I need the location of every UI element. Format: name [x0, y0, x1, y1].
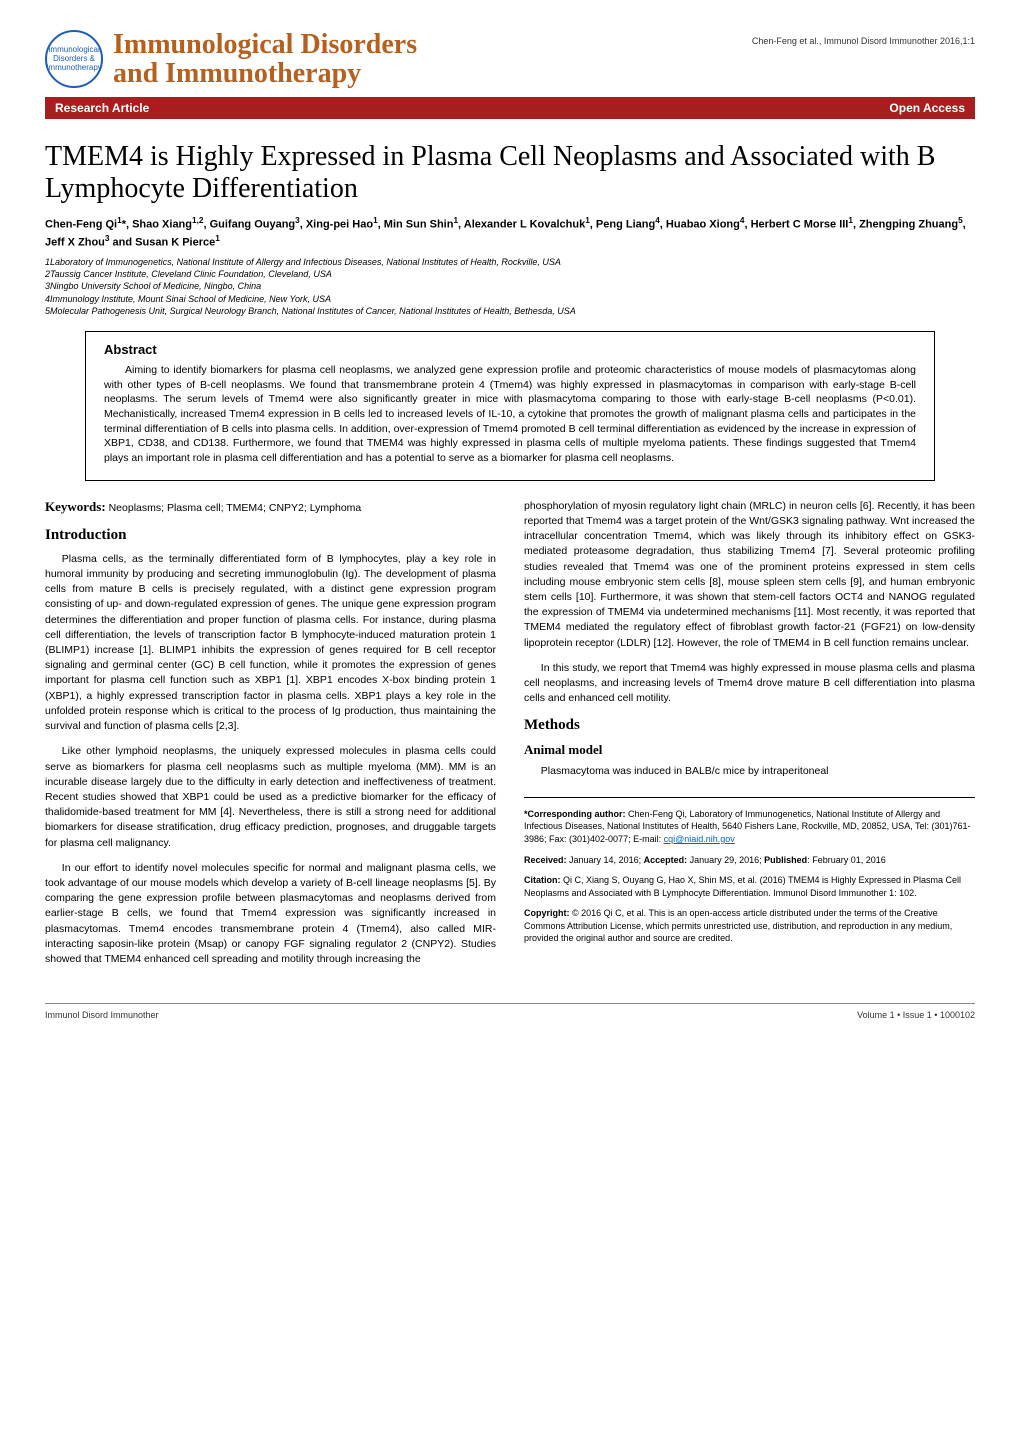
abstract-box: Abstract Aiming to identify biomarkers f… [85, 331, 935, 481]
affiliation-1: 1Laboratory of Immunogenetics, National … [45, 256, 975, 268]
keywords-text: Neoplasms; Plasma cell; TMEM4; CNPY2; Ly… [106, 502, 362, 514]
citation-label: Citation: [524, 875, 561, 885]
methods-para-1: Plasmacytoma was induced in BALB/c mice … [524, 764, 975, 779]
corresponding-label: *Corresponding author: [524, 809, 626, 819]
affiliation-5: 5Molecular Pathogenesis Unit, Surgical N… [45, 305, 975, 317]
journal-title-wrap: Immunological Disorders and Immunotherap… [113, 30, 417, 89]
footer: Immunol Disord Immunother Volume 1 • Iss… [45, 1003, 975, 1020]
affiliation-3: 3Ningbo University School of Medicine, N… [45, 280, 975, 292]
journal-title-line2: and Immunotherapy [113, 59, 417, 88]
animal-model-heading: Animal model [524, 742, 975, 758]
accepted-text: January 29, 2016; [687, 855, 764, 865]
footer-right: Volume 1 • Issue 1 • 1000102 [857, 1010, 975, 1020]
banner-right: Open Access [889, 101, 965, 115]
right-column: phosphorylation of myosin regulatory lig… [524, 499, 975, 978]
received-text: January 14, 2016; [567, 855, 644, 865]
published-label: Published [764, 855, 807, 865]
citation-text: Qi C, Xiang S, Ouyang G, Hao X, Shin MS,… [524, 875, 961, 898]
received-label: Received: [524, 855, 567, 865]
abstract-text: Aiming to identify biomarkers for plasma… [104, 363, 916, 466]
introduction-heading: Introduction [45, 527, 496, 544]
corresponding-author: *Corresponding author: Chen-Feng Qi, Lab… [524, 808, 975, 846]
copyright-block: Copyright: © 2016 Qi C, et al. This is a… [524, 907, 975, 945]
banner-left: Research Article [55, 101, 149, 115]
columns: Keywords: Neoplasms; Plasma cell; TMEM4;… [45, 499, 975, 978]
published-text: : February 01, 2016 [807, 855, 886, 865]
info-box: *Corresponding author: Chen-Feng Qi, Lab… [524, 797, 975, 945]
article-title: TMEM4 is Highly Expressed in Plasma Cell… [45, 141, 975, 205]
citation-top: Chen-Feng et al., Immunol Disord Immunot… [752, 36, 975, 46]
accepted-label: Accepted: [644, 855, 688, 865]
corresponding-email-link[interactable]: cqi@niaid.nih.gov [664, 834, 735, 844]
intro-para-2: Like other lymphoid neoplasms, the uniqu… [45, 744, 496, 851]
abstract-heading: Abstract [104, 342, 916, 357]
footer-left: Immunol Disord Immunother [45, 1010, 159, 1020]
journal-block: Immunological Disorders & Immunotherapy … [45, 30, 417, 89]
intro-para-1: Plasma cells, as the terminally differen… [45, 552, 496, 735]
keywords-label: Keywords: [45, 499, 106, 514]
journal-title-line1: Immunological Disorders [113, 30, 417, 59]
left-column: Keywords: Neoplasms; Plasma cell; TMEM4;… [45, 499, 496, 978]
header-row: Immunological Disorders & Immunotherapy … [45, 30, 975, 89]
dates-line: Received: January 14, 2016; Accepted: Ja… [524, 854, 975, 867]
page: Immunological Disorders & Immunotherapy … [0, 0, 1020, 1040]
intro-continuation: phosphorylation of myosin regulatory lig… [524, 499, 975, 651]
affiliations: 1Laboratory of Immunogenetics, National … [45, 256, 975, 317]
authors: Chen-Feng Qi1*, Shao Xiang1,2, Guifang O… [45, 215, 975, 250]
citation-block: Citation: Qi C, Xiang S, Ouyang G, Hao X… [524, 874, 975, 899]
affiliation-2: 2Taussig Cancer Institute, Cleveland Cli… [45, 268, 975, 280]
intro-para-3: In our effort to identify novel molecule… [45, 861, 496, 968]
banner: Research Article Open Access [45, 97, 975, 119]
methods-heading: Methods [524, 717, 975, 734]
copyright-label: Copyright: [524, 908, 570, 918]
keywords-line: Keywords: Neoplasms; Plasma cell; TMEM4;… [45, 499, 496, 515]
intro-para-right-2: In this study, we report that Tmem4 was … [524, 661, 975, 707]
affiliation-4: 4Immunology Institute, Mount Sinai Schoo… [45, 293, 975, 305]
copyright-text: © 2016 Qi C, et al. This is an open-acce… [524, 908, 952, 943]
journal-logo-icon: Immunological Disorders & Immunotherapy [45, 30, 103, 88]
